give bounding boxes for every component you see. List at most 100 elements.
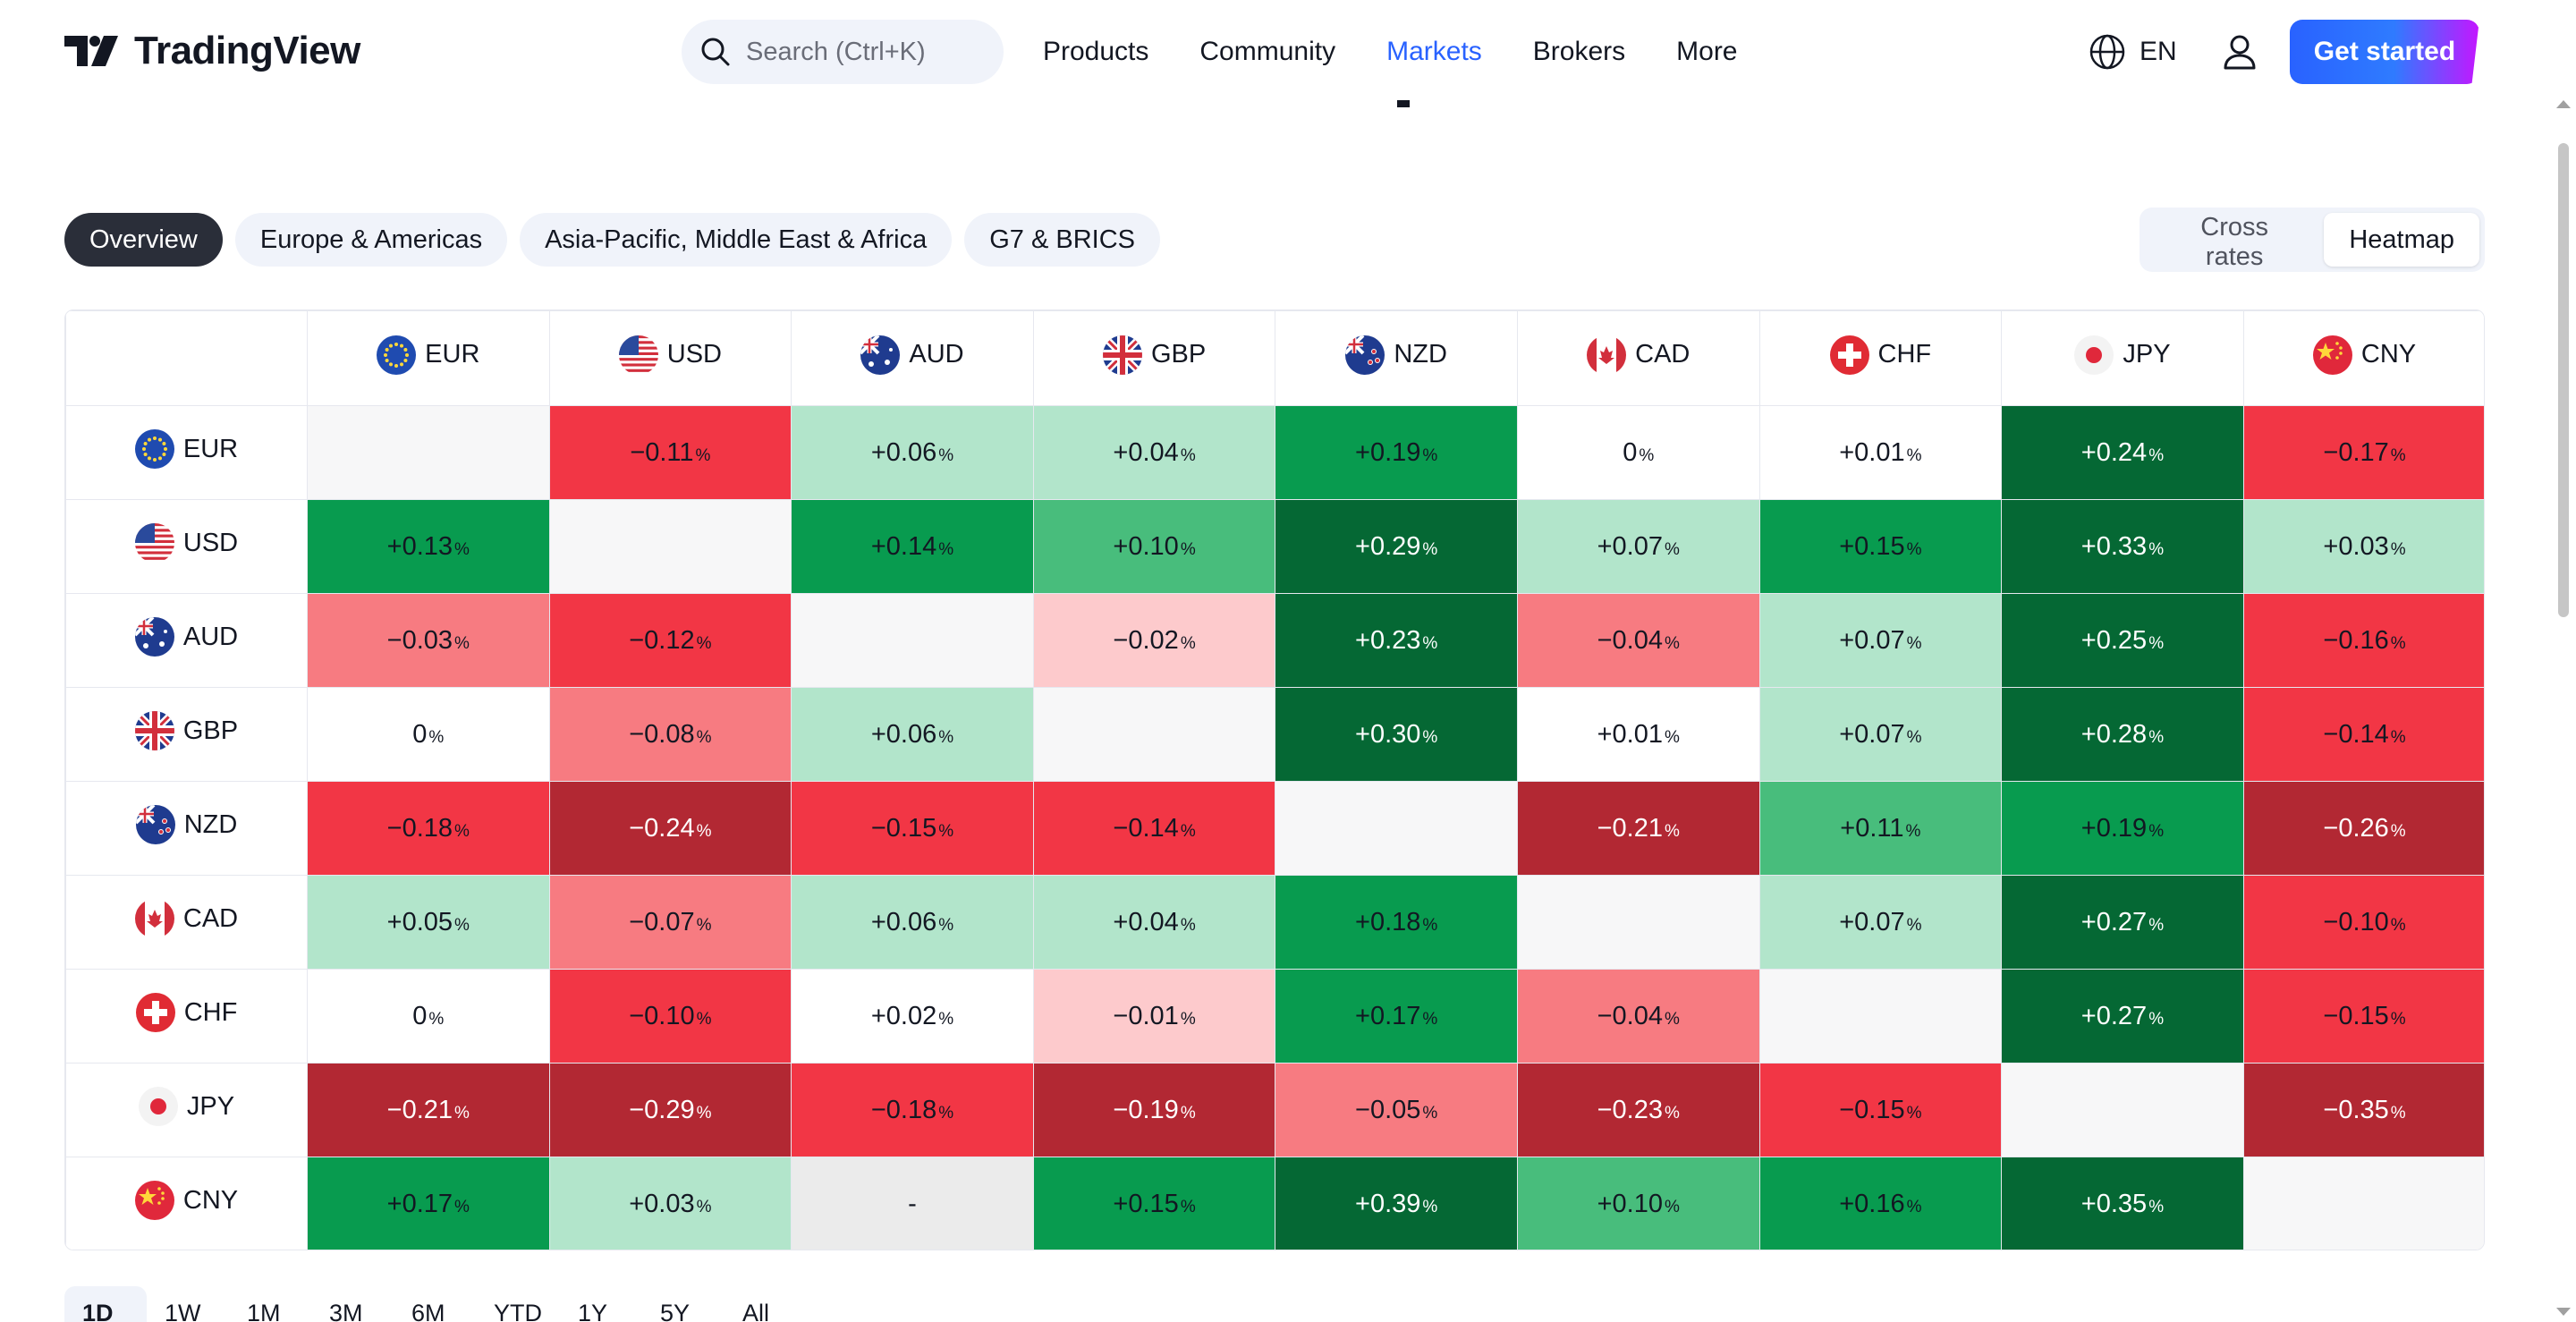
column-header-eur[interactable]: EUR: [307, 310, 550, 406]
nav-markets[interactable]: Markets: [1386, 37, 1482, 66]
heatmap-cell-usd-gbp[interactable]: +0.10%: [1032, 499, 1276, 594]
heatmap-cell-eur-cny[interactable]: −0.17%: [2242, 405, 2484, 500]
heatmap-cell-gbp-nzd[interactable]: +0.30%: [1275, 687, 1518, 782]
heatmap-cell-cad-gbp[interactable]: +0.04%: [1032, 875, 1276, 970]
heatmap-cell-cad-cny[interactable]: −0.10%: [2242, 875, 2484, 970]
cross-rates-button[interactable]: Cross rates: [2145, 213, 2324, 271]
column-header-cad[interactable]: CAD: [1516, 310, 1760, 406]
column-header-jpy[interactable]: JPY: [2001, 310, 2244, 406]
heatmap-cell-aud-chf[interactable]: +0.07%: [1758, 593, 2003, 688]
period-tab-1w[interactable]: 1W: [147, 1286, 229, 1322]
heatmap-cell-usd-chf[interactable]: +0.15%: [1758, 499, 2003, 594]
nav-community[interactable]: Community: [1199, 37, 1336, 66]
column-header-chf[interactable]: CHF: [1758, 310, 2003, 406]
heatmap-cell-cad-chf[interactable]: +0.07%: [1758, 875, 2003, 970]
heatmap-cell-usd-aud[interactable]: +0.14%: [791, 499, 1034, 594]
heatmap-cell-gbp-jpy[interactable]: +0.28%: [2001, 687, 2244, 782]
scroll-up-arrow[interactable]: [2556, 100, 2571, 108]
heatmap-cell-cad-aud[interactable]: +0.06%: [791, 875, 1034, 970]
heatmap-cell-cny-cad[interactable]: +0.10%: [1516, 1157, 1760, 1250]
heatmap-button[interactable]: Heatmap: [2324, 213, 2479, 267]
heatmap-cell-cad-jpy[interactable]: +0.27%: [2001, 875, 2244, 970]
heatmap-cell-cad-eur[interactable]: +0.05%: [307, 875, 550, 970]
heatmap-cell-cny-aud[interactable]: -: [791, 1157, 1034, 1250]
heatmap-cell-cny-jpy[interactable]: +0.35%: [2001, 1157, 2244, 1250]
heatmap-cell-usd-nzd[interactable]: +0.29%: [1275, 499, 1518, 594]
heatmap-cell-usd-cad[interactable]: +0.07%: [1516, 499, 1760, 594]
search-input[interactable]: [746, 37, 979, 67]
period-tab-5y[interactable]: 5Y: [642, 1286, 724, 1322]
heatmap-cell-chf-gbp[interactable]: −0.01%: [1032, 969, 1276, 1064]
period-tab-all[interactable]: All: [724, 1286, 807, 1322]
period-tab-3m[interactable]: 3M: [311, 1286, 394, 1322]
heatmap-cell-gbp-eur[interactable]: 0%: [307, 687, 550, 782]
row-header-cad[interactable]: CAD: [65, 875, 308, 970]
column-header-aud[interactable]: AUD: [791, 310, 1034, 406]
row-header-chf[interactable]: CHF: [65, 969, 308, 1064]
scroll-down-arrow[interactable]: [2556, 1308, 2571, 1316]
heatmap-cell-eur-usd[interactable]: −0.11%: [548, 405, 792, 500]
heatmap-cell-nzd-chf[interactable]: +0.11%: [1758, 781, 2003, 876]
row-header-jpy[interactable]: JPY: [65, 1063, 308, 1157]
heatmap-cell-jpy-aud[interactable]: −0.18%: [791, 1063, 1034, 1157]
heatmap-cell-nzd-cny[interactable]: −0.26%: [2242, 781, 2484, 876]
heatmap-cell-cny-nzd[interactable]: +0.39%: [1275, 1157, 1518, 1250]
period-tab-1y[interactable]: 1Y: [560, 1286, 642, 1322]
row-header-eur[interactable]: EUR: [65, 405, 308, 500]
page-scrollbar[interactable]: [2555, 104, 2572, 1322]
heatmap-cell-gbp-aud[interactable]: +0.06%: [791, 687, 1034, 782]
heatmap-cell-jpy-nzd[interactable]: −0.05%: [1275, 1063, 1518, 1157]
heatmap-cell-jpy-eur[interactable]: −0.21%: [307, 1063, 550, 1157]
heatmap-cell-jpy-cad[interactable]: −0.23%: [1516, 1063, 1760, 1157]
language-selector[interactable]: EN: [2088, 32, 2177, 72]
heatmap-cell-usd-cny[interactable]: +0.03%: [2242, 499, 2484, 594]
heatmap-cell-gbp-chf[interactable]: +0.07%: [1758, 687, 2003, 782]
heatmap-cell-jpy-chf[interactable]: −0.15%: [1758, 1063, 2003, 1157]
tab-overview[interactable]: Overview: [64, 213, 223, 267]
heatmap-cell-aud-eur[interactable]: −0.03%: [307, 593, 550, 688]
heatmap-cell-chf-cad[interactable]: −0.04%: [1516, 969, 1760, 1064]
tab-g7-brics[interactable]: G7 & BRICS: [964, 213, 1160, 267]
heatmap-cell-chf-usd[interactable]: −0.10%: [548, 969, 792, 1064]
heatmap-cell-chf-aud[interactable]: +0.02%: [791, 969, 1034, 1064]
search-box[interactable]: [682, 20, 1004, 84]
scroll-thumb[interactable]: [2558, 143, 2569, 617]
heatmap-cell-eur-aud[interactable]: +0.06%: [791, 405, 1034, 500]
heatmap-cell-aud-cad[interactable]: −0.04%: [1516, 593, 1760, 688]
column-header-usd[interactable]: USD: [548, 310, 792, 406]
heatmap-cell-eur-chf[interactable]: +0.01%: [1758, 405, 2003, 500]
nav-more[interactable]: More: [1676, 37, 1738, 66]
heatmap-cell-jpy-gbp[interactable]: −0.19%: [1032, 1063, 1276, 1157]
nav-products[interactable]: Products: [1043, 37, 1149, 66]
tab-europe-americas[interactable]: Europe & Americas: [234, 213, 508, 267]
heatmap-cell-gbp-cad[interactable]: +0.01%: [1516, 687, 1760, 782]
nav-brokers[interactable]: Brokers: [1532, 37, 1626, 66]
heatmap-cell-eur-cad[interactable]: 0%: [1516, 405, 1760, 500]
heatmap-cell-nzd-eur[interactable]: −0.18%: [307, 781, 550, 876]
heatmap-cell-gbp-usd[interactable]: −0.08%: [548, 687, 792, 782]
period-tab-ytd[interactable]: YTD: [476, 1286, 560, 1322]
row-header-cny[interactable]: CNY: [65, 1157, 308, 1250]
row-header-usd[interactable]: USD: [65, 499, 308, 594]
heatmap-cell-jpy-cny[interactable]: −0.35%: [2242, 1063, 2484, 1157]
heatmap-cell-cad-usd[interactable]: −0.07%: [548, 875, 792, 970]
heatmap-cell-aud-gbp[interactable]: −0.02%: [1032, 593, 1276, 688]
heatmap-cell-aud-usd[interactable]: −0.12%: [548, 593, 792, 688]
heatmap-cell-chf-eur[interactable]: 0%: [307, 969, 550, 1064]
heatmap-cell-gbp-cny[interactable]: −0.14%: [2242, 687, 2484, 782]
heatmap-cell-nzd-cad[interactable]: −0.21%: [1516, 781, 1760, 876]
heatmap-cell-aud-jpy[interactable]: +0.25%: [2001, 593, 2244, 688]
heatmap-cell-aud-cny[interactable]: −0.16%: [2242, 593, 2484, 688]
heatmap-cell-cny-usd[interactable]: +0.03%: [548, 1157, 792, 1250]
heatmap-cell-eur-nzd[interactable]: +0.19%: [1275, 405, 1518, 500]
heatmap-cell-cad-nzd[interactable]: +0.18%: [1275, 875, 1518, 970]
heatmap-cell-eur-jpy[interactable]: +0.24%: [2001, 405, 2244, 500]
row-header-aud[interactable]: AUD: [65, 593, 308, 688]
heatmap-cell-jpy-usd[interactable]: −0.29%: [548, 1063, 792, 1157]
heatmap-cell-nzd-usd[interactable]: −0.24%: [548, 781, 792, 876]
heatmap-cell-cny-eur[interactable]: +0.17%: [307, 1157, 550, 1250]
row-header-gbp[interactable]: GBP: [65, 687, 308, 782]
period-tab-1d[interactable]: 1D: [64, 1286, 147, 1322]
heatmap-cell-usd-eur[interactable]: +0.13%: [307, 499, 550, 594]
row-header-nzd[interactable]: NZD: [65, 781, 308, 876]
